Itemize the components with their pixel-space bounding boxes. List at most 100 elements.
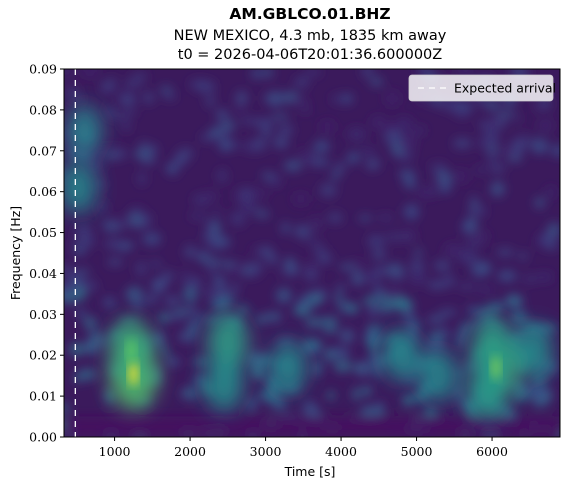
texture-blob — [373, 363, 383, 378]
texture-blob — [183, 287, 198, 303]
x-tick-label: 4000 — [325, 444, 357, 459]
texture-blob — [76, 308, 86, 319]
texture-blob — [64, 69, 73, 75]
texture-blob — [140, 156, 157, 165]
texture-blob — [234, 106, 245, 116]
texture-blob — [458, 399, 470, 408]
texture-blob — [65, 270, 82, 279]
texture-blob — [142, 232, 162, 246]
texture-blob — [410, 270, 426, 286]
texture-blob — [534, 197, 545, 209]
texture-blob — [267, 91, 284, 107]
texture-blob — [205, 258, 222, 266]
texture-blob — [196, 80, 216, 94]
texture-blob — [124, 108, 138, 116]
texture-blob — [247, 267, 260, 278]
texture-blob — [458, 283, 476, 291]
spectrogram-texture — [64, 69, 560, 437]
energy-glow — [204, 356, 244, 412]
texture-blob — [437, 329, 452, 336]
texture-blob — [521, 275, 538, 284]
low-freq-band — [64, 416, 560, 437]
spectrogram-energy-cores — [126, 339, 501, 386]
texture-blob — [304, 317, 325, 328]
texture-blob — [339, 263, 356, 271]
texture-blob — [213, 283, 229, 297]
texture-blob — [77, 368, 97, 381]
texture-blob — [457, 69, 474, 75]
texture-blob — [371, 249, 387, 260]
texture-blob — [250, 69, 264, 79]
texture-blob — [273, 136, 289, 149]
texture-blob — [499, 143, 517, 159]
energy-glow — [468, 363, 509, 422]
texture-blob — [212, 275, 226, 286]
texture-blob — [362, 387, 372, 395]
texture-blob — [485, 100, 500, 111]
texture-blob — [102, 297, 116, 308]
texture-blob — [384, 91, 400, 107]
texture-blob — [249, 355, 267, 369]
texture-blob — [237, 305, 249, 314]
texture-blob — [458, 250, 478, 264]
texture-blob — [327, 212, 343, 223]
x-tick-label: 3000 — [250, 444, 282, 459]
texture-blob — [284, 256, 295, 271]
texture-blob — [299, 155, 317, 165]
texture-blob — [205, 94, 215, 108]
texture-blob — [186, 319, 200, 335]
texture-blob — [83, 316, 97, 331]
energy-core — [490, 355, 501, 380]
texture-blob — [536, 272, 553, 282]
texture-blob — [240, 116, 259, 125]
texture-blob — [373, 284, 383, 300]
texture-blob — [219, 128, 232, 139]
texture-blob — [267, 253, 278, 265]
texture-blob — [135, 260, 147, 277]
texture-blob — [137, 171, 147, 186]
texture-blob — [406, 127, 416, 140]
texture-blob — [107, 258, 123, 266]
texture-blob — [453, 169, 469, 183]
texture-blob — [151, 331, 166, 348]
texture-blob — [165, 357, 181, 367]
texture-blob — [396, 117, 413, 130]
texture-blob — [530, 138, 549, 154]
texture-blob — [119, 94, 136, 107]
texture-blob — [546, 186, 556, 198]
texture-blob — [326, 391, 336, 400]
texture-blob — [114, 149, 128, 159]
texture-blob — [304, 268, 319, 282]
texture-blob — [509, 69, 529, 76]
texture-blob — [218, 168, 227, 183]
texture-blob — [497, 270, 517, 282]
texture-blob — [81, 280, 98, 292]
texture-blob — [489, 163, 506, 174]
texture-blob — [226, 265, 245, 276]
texture-blob — [143, 91, 155, 104]
texture-blob — [403, 204, 420, 220]
texture-blob — [454, 103, 471, 119]
texture-blob — [401, 234, 411, 241]
texture-blob — [165, 163, 178, 174]
texture-blob — [144, 295, 159, 304]
texture-blob — [464, 240, 483, 248]
texture-blob — [510, 115, 523, 122]
texture-blob — [160, 347, 170, 355]
texture-blob — [312, 245, 326, 254]
y-tick-label: 0.04 — [29, 266, 57, 281]
texture-blob — [239, 200, 259, 215]
texture-blob — [91, 161, 104, 172]
texture-blob — [220, 120, 236, 131]
texture-blob — [64, 403, 70, 412]
texture-blob — [500, 109, 515, 116]
texture-blob — [385, 286, 402, 301]
texture-blob — [110, 112, 131, 120]
x-tick-label: 5000 — [401, 444, 433, 459]
texture-blob — [251, 247, 261, 255]
legend: Expected arrival — [408, 74, 556, 102]
texture-blob — [277, 124, 294, 136]
texture-blob — [333, 359, 352, 373]
x-tick-label: 1000 — [99, 444, 131, 459]
texture-blob — [453, 138, 472, 149]
